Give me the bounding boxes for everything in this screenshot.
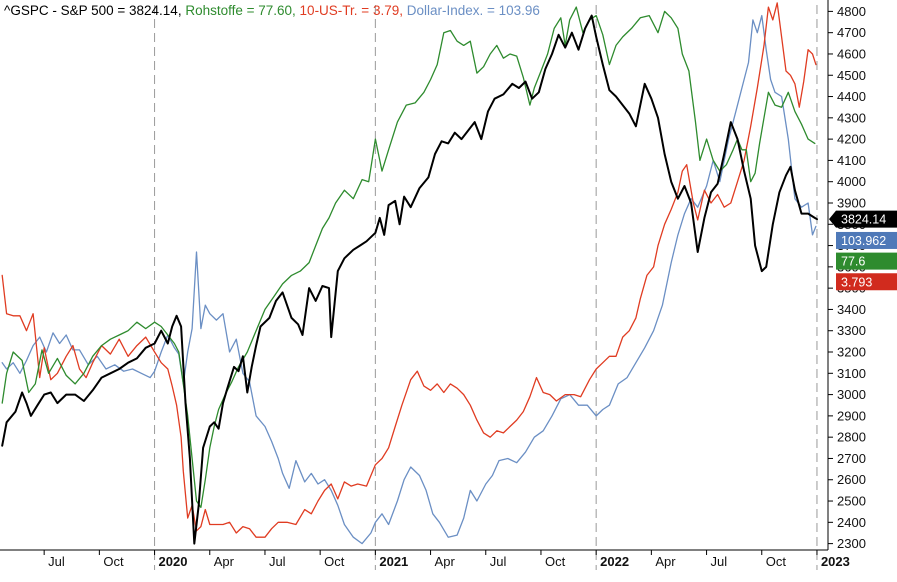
value-badge-bg [836, 252, 897, 270]
y-tick-label: 4500 [837, 68, 866, 83]
y-tick-label: 2600 [837, 472, 866, 487]
x-tick-label: Oct [103, 554, 124, 569]
x-tick-label: 2020 [159, 554, 188, 569]
y-tick-label: 3900 [837, 195, 866, 210]
y-tick-label: 3300 [837, 323, 866, 338]
year-divider-lines [154, 5, 818, 570]
x-tick-label: 2022 [600, 554, 629, 569]
y-tick-label: 4600 [837, 46, 866, 61]
y-tick-label: 4200 [837, 132, 866, 147]
y-tick-label: 4100 [837, 153, 866, 168]
y-tick-label: 3100 [837, 366, 866, 381]
value-badge-bg [836, 231, 897, 249]
value-badge-label: 77.6 [841, 255, 865, 269]
legend-entry: Rohstoffe = 77.60, [185, 3, 299, 18]
x-tick-label: 2023 [821, 554, 850, 569]
x-tick-label: Oct [766, 554, 787, 569]
y-tick-label: 4400 [837, 89, 866, 104]
y-tick-label: 2400 [837, 515, 866, 530]
legend-entry: ^GSPC - S&P 500 = 3824.14, [4, 3, 185, 18]
y-tick-label: 4700 [837, 25, 866, 40]
value-badge-label: 3.793 [841, 275, 872, 289]
y-tick-label: 2800 [837, 430, 866, 445]
x-tick-label: Apr [655, 554, 676, 569]
x-tick-label: Jul [490, 554, 507, 569]
series-line [1, 14, 817, 545]
x-tick-label: Jul [48, 554, 65, 569]
y-tick-label: 2900 [837, 408, 866, 423]
value-badges: 3824.14 103.962 77.6 3.793 [829, 210, 897, 291]
x-tick-label: Oct [324, 554, 345, 569]
x-tick-label: Apr [214, 554, 235, 569]
y-tick-label: 4000 [837, 174, 866, 189]
x-tick-label: Oct [545, 554, 566, 569]
x-tick-label: Jul [269, 554, 286, 569]
y-tick-label: 4300 [837, 110, 866, 125]
x-tick-label: 2021 [379, 554, 408, 569]
series-line [1, 14, 818, 545]
x-tick-label: Jul [711, 554, 728, 569]
value-badge-label: 3824.14 [841, 213, 886, 227]
value-badge-label: 103.962 [841, 234, 886, 248]
y-tick-label: 4800 [837, 4, 866, 19]
y-tick-label: 3200 [837, 345, 866, 360]
y-tick-label: 2500 [837, 494, 866, 509]
legend-entry: 10-US-Tr. = 3.79, [300, 3, 407, 18]
y-tick-label: 3000 [837, 387, 866, 402]
y-tick-label: 2300 [837, 536, 866, 551]
legend-entry: Dollar-Index. = 103.96 [407, 3, 540, 18]
x-axis-ticks: Jul Oct 2020 Apr Jul Oct 2021 Apr Jul Oct 2022 Apr J… [43, 550, 850, 569]
series-lines [1, 2, 818, 545]
y-tick-label: 2700 [837, 451, 866, 466]
y-tick-label: 3400 [837, 302, 866, 317]
value-badge-bg [829, 210, 897, 228]
value-badge-bg [836, 273, 897, 291]
series-line [1, 2, 817, 538]
x-tick-label: Apr [435, 554, 456, 569]
series-line [1, 6, 816, 509]
chart-title-legend: ^GSPC - S&P 500 = 3824.14, Rohstoffe = 7… [4, 3, 540, 18]
